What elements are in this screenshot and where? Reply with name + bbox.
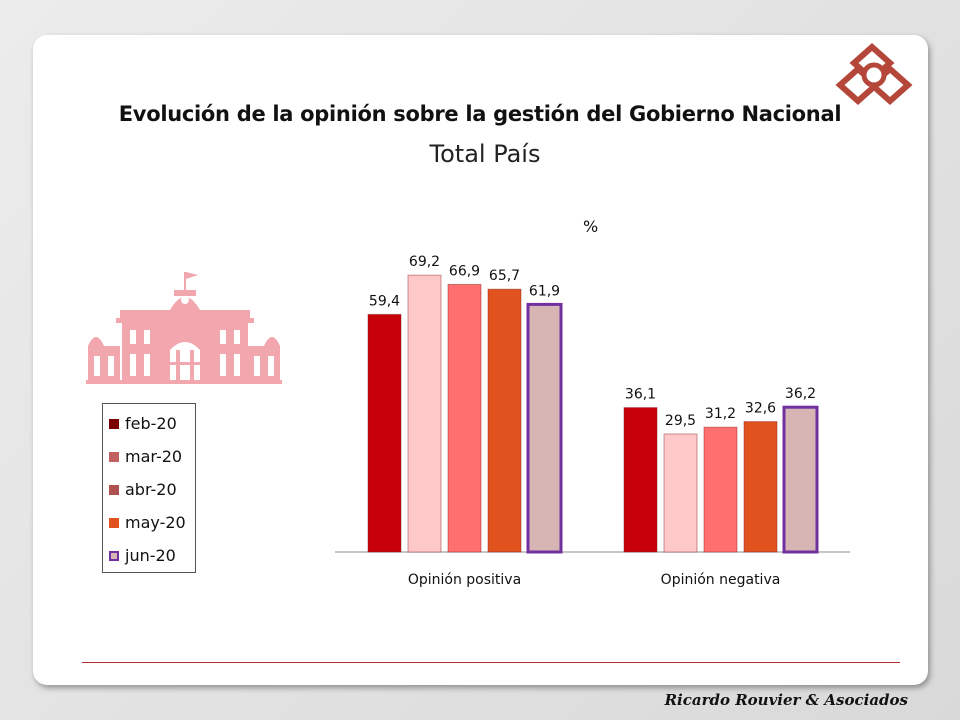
data-label: 36,1 xyxy=(625,387,656,403)
bar-jun-20-negativa xyxy=(782,405,819,554)
bar-jun-20-positiva xyxy=(526,302,563,554)
legend-swatch xyxy=(109,484,119,495)
legend-item-feb-20: feb-20 xyxy=(109,407,195,440)
legend-swatch xyxy=(109,517,119,528)
bar-abr-20-positiva xyxy=(447,283,482,553)
category-label: Opinión negativa xyxy=(661,572,781,588)
chart-legend: feb-20 mar-20 abr-20 may-20 jun-20 xyxy=(102,403,196,573)
company-logo xyxy=(835,43,913,105)
bar-feb-20-positiva xyxy=(367,313,402,553)
legend-label: abr-20 xyxy=(125,480,177,499)
data-label: 59,4 xyxy=(369,293,400,309)
legend-label: jun-20 xyxy=(125,546,176,565)
data-label: 65,7 xyxy=(489,268,520,284)
bar-feb-20-negativa xyxy=(623,407,658,553)
bar-may-20-positiva xyxy=(487,288,522,553)
bar-may-20-negativa xyxy=(743,421,778,553)
data-label: 32,6 xyxy=(745,401,776,417)
legend-label: mar-20 xyxy=(125,447,183,466)
government-building-icon xyxy=(86,272,282,384)
legend-item-jun-20: jun-20 xyxy=(109,539,195,572)
data-label: 29,5 xyxy=(665,413,696,429)
chart-subtitle: Total País xyxy=(429,140,541,168)
legend-swatch xyxy=(109,550,119,561)
legend-swatch xyxy=(109,451,119,462)
data-label: 69,2 xyxy=(409,254,440,270)
data-label: 36,2 xyxy=(785,386,816,402)
brand-footer: Ricardo Rouvier & Asociados xyxy=(664,691,908,709)
footer-divider xyxy=(82,662,900,663)
category-label: Opinión positiva xyxy=(408,572,521,588)
legend-item-abr-20: abr-20 xyxy=(109,473,195,506)
bar-mar-20-negativa xyxy=(663,433,698,553)
chart-title: Evolución de la opinión sobre la gestión… xyxy=(118,102,842,126)
legend-label: may-20 xyxy=(125,513,186,532)
legend-item-may-20: may-20 xyxy=(109,506,195,539)
legend-label: feb-20 xyxy=(125,414,177,433)
bar-abr-20-negativa xyxy=(703,426,738,553)
legend-swatch xyxy=(109,418,119,429)
data-label: 61,9 xyxy=(529,283,560,299)
bar-mar-20-positiva xyxy=(407,274,442,553)
legend-item-mar-20: mar-20 xyxy=(109,440,195,473)
data-label: 66,9 xyxy=(449,263,480,279)
data-label: 31,2 xyxy=(705,406,736,422)
unit-label: % xyxy=(583,217,599,236)
